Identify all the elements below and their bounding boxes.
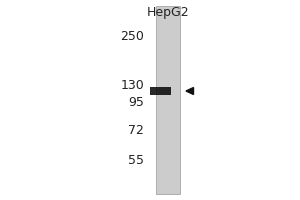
Text: 130: 130 [120,79,144,92]
Text: 250: 250 [120,30,144,44]
Bar [150,87,171,95]
Text: 55: 55 [128,154,144,166]
Text: 72: 72 [128,124,144,138]
Text: HepG2: HepG2 [147,6,189,19]
Text: 95: 95 [128,96,144,108]
Polygon shape [186,88,194,94]
Bar [156,6,180,194]
